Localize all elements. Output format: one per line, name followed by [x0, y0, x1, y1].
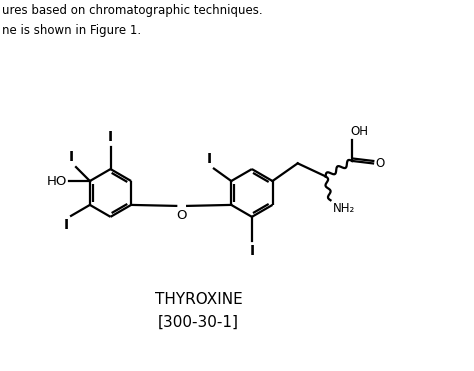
Text: HO: HO	[47, 174, 67, 187]
Text: I: I	[206, 152, 211, 166]
Text: I: I	[108, 130, 113, 144]
Text: THYROXINE: THYROXINE	[155, 292, 242, 308]
Text: [300-30-1]: [300-30-1]	[158, 315, 239, 330]
Text: O: O	[176, 209, 186, 222]
Text: I: I	[249, 244, 255, 258]
Text: I: I	[64, 218, 69, 232]
Text: NH₂: NH₂	[333, 202, 355, 215]
Text: I: I	[68, 150, 73, 164]
Text: ures based on chromatographic techniques.: ures based on chromatographic techniques…	[2, 4, 263, 17]
Text: O: O	[375, 157, 384, 170]
Text: ne is shown in Figure 1.: ne is shown in Figure 1.	[2, 24, 142, 37]
Text: OH: OH	[351, 125, 369, 138]
